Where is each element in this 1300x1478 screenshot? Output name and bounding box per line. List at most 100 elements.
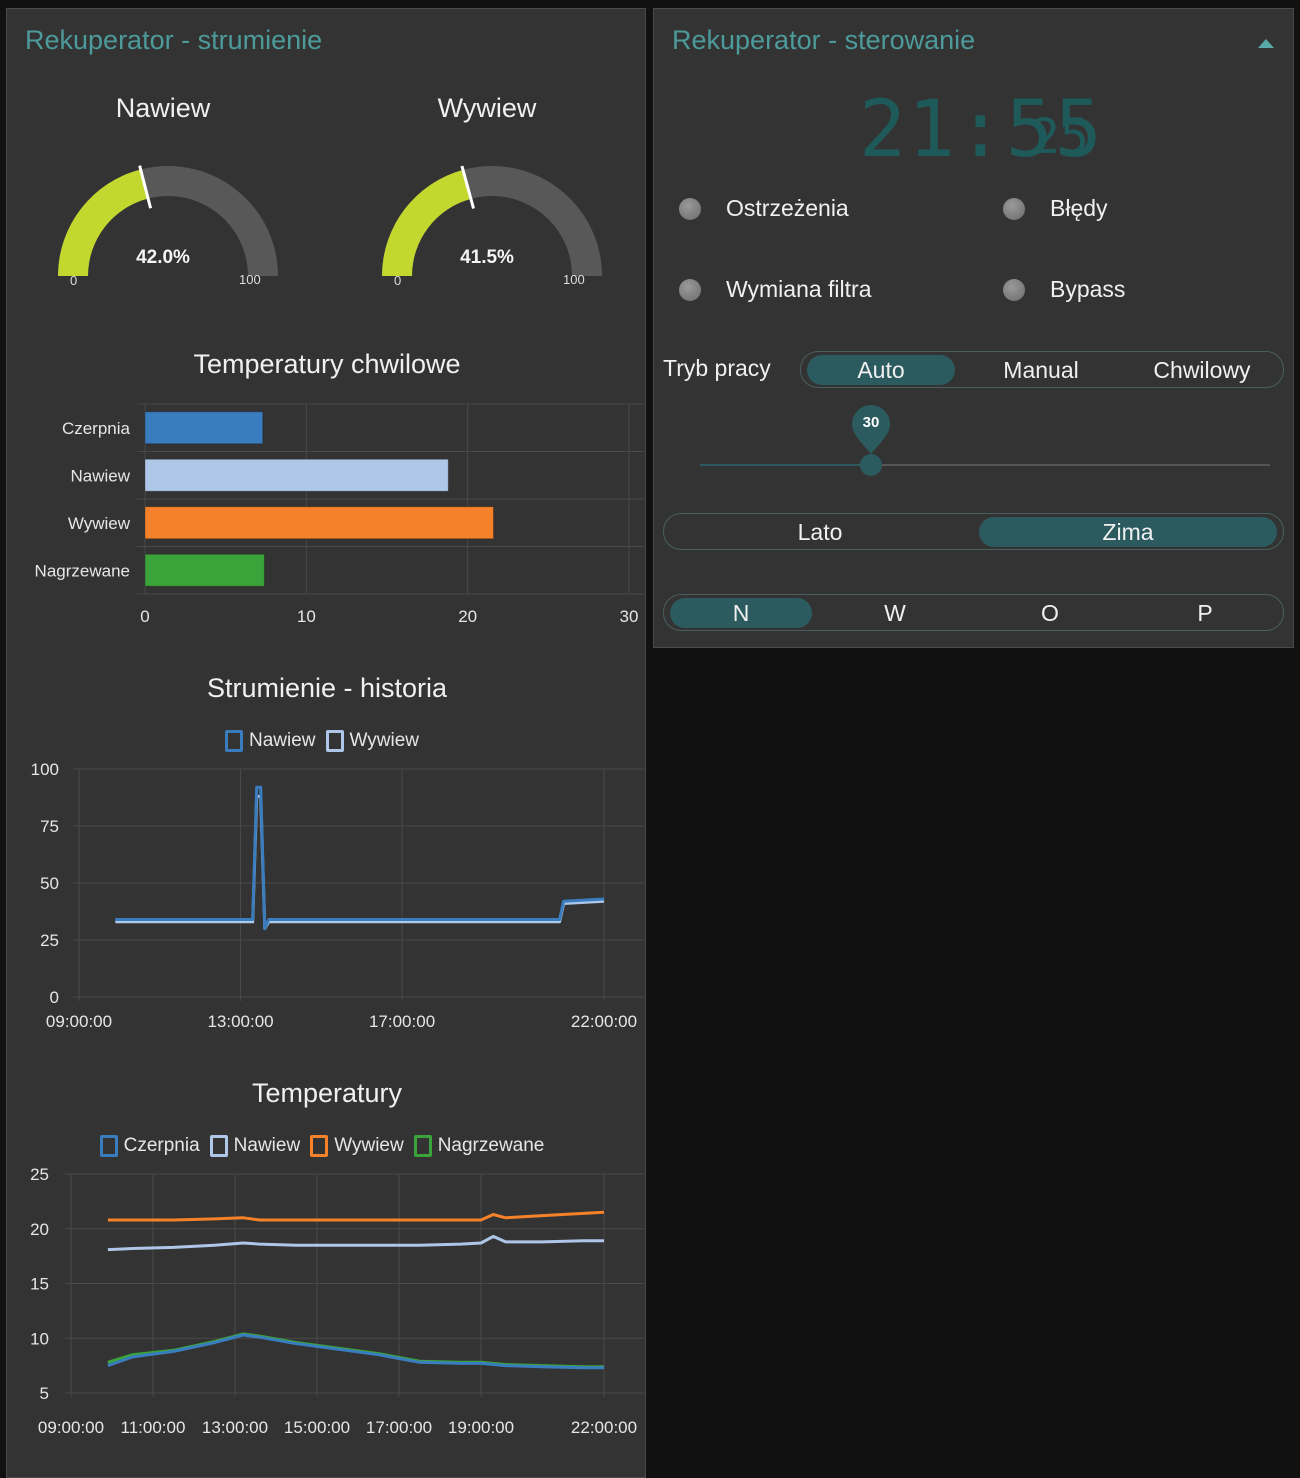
bar	[144, 411, 264, 445]
series-line	[107, 1234, 604, 1252]
panel-title: Rekuperator - strumienie	[25, 25, 323, 55]
slider-handle[interactable]	[860, 454, 882, 476]
history-chart-title: Strumienie - historia	[206, 673, 448, 703]
mode-switch: Auto Manual Chwilowy	[800, 351, 1284, 388]
series-line	[107, 1333, 604, 1370]
y-tick-label: 0	[50, 988, 59, 1007]
x-tick-label: 17:00:00	[369, 1012, 435, 1031]
mode-label: Tryb pracy	[663, 355, 771, 381]
gauge-title: Nawiew	[115, 93, 211, 123]
y-tick-label: 25	[30, 1165, 49, 1184]
gauge-min: 0	[70, 273, 78, 288]
y-tick-label: 25	[40, 931, 59, 950]
legend-swatch	[413, 1135, 432, 1157]
x-tick-label: 22:00:00	[571, 1012, 637, 1031]
led-label-filter: Wymiana filtra	[726, 276, 872, 302]
legend-swatch	[209, 1135, 228, 1157]
led-label-errors: Błędy	[1050, 195, 1108, 221]
y-tick-label: 20	[30, 1220, 49, 1239]
gauge-max: 100	[563, 272, 585, 287]
y-tick-label: 10	[30, 1329, 49, 1348]
slider-value: 30	[862, 414, 880, 431]
legend-swatch	[99, 1135, 118, 1157]
control-panel: Rekuperator - sterowanie 21:55 25 Ostrze…	[653, 8, 1294, 648]
y-tick-label: 75	[40, 817, 59, 836]
legend-item[interactable]: Nawiew	[209, 1135, 301, 1157]
legend-swatch	[310, 1135, 329, 1157]
direction-option-n[interactable]: N	[670, 598, 812, 628]
y-tick-label: 15	[30, 1275, 49, 1294]
bar	[144, 506, 494, 540]
bar	[144, 458, 449, 492]
legend-label: Nawiew	[248, 730, 316, 752]
mode-option-manual[interactable]: Manual	[1003, 357, 1079, 383]
bar-chart-title: Temperatury chwilowe	[193, 349, 461, 379]
category-label: Wywiew	[68, 514, 131, 533]
legend-label: Nawiew	[233, 1135, 301, 1157]
season-switch: Lato Zima	[663, 513, 1284, 550]
category-label: Nagrzewane	[35, 561, 130, 580]
direction-option-p[interactable]: P	[1197, 600, 1213, 626]
history-legend: Nawiew Wywiew	[7, 730, 647, 752]
led-label-warnings: Ostrzeżenia	[726, 195, 849, 221]
legend-label: Nagrzewane	[437, 1135, 545, 1157]
gauge-fill	[382, 169, 471, 276]
x-tick-label: 09:00:00	[46, 1012, 112, 1031]
led-indicator	[679, 198, 701, 220]
gauge-max: 100	[239, 272, 261, 287]
gauge-needle	[460, 165, 475, 209]
legend-label: Wywiew	[334, 1135, 404, 1157]
bar-chart: 0 10 20 30 Czerpnia Nawiew Wywiew Nagrzewane	[35, 403, 644, 626]
category-label: Nawiew	[70, 466, 130, 485]
mode-option-auto[interactable]: Auto	[807, 355, 955, 385]
slider[interactable]: 30	[700, 404, 1270, 484]
clock-hm: 21:55	[859, 85, 1104, 175]
x-tick-label: 15:00:00	[284, 1418, 350, 1437]
streams-panel: Rekuperator - strumienie Nawiew 42.0% 0 …	[6, 8, 646, 1478]
slider-track	[700, 464, 1270, 466]
clock-display: 21:55 25	[859, 79, 1119, 179]
legend-item[interactable]: Czerpnia	[99, 1135, 200, 1157]
slider-fill	[700, 464, 871, 466]
legend-item[interactable]: Wywiew	[325, 730, 419, 752]
led-label-bypass: Bypass	[1050, 276, 1126, 302]
y-tick-label: 50	[40, 874, 59, 893]
x-tick-label: 19:00:00	[448, 1418, 514, 1437]
gauge-dial	[58, 165, 278, 276]
legend-item[interactable]: Wywiew	[310, 1135, 404, 1157]
legend-item[interactable]: Nagrzewane	[413, 1135, 545, 1157]
temp-chart: 25 20 15 10 5 09:00:00 11:00:00 13:00:00 15:00:0…	[30, 1165, 644, 1437]
x-tick-label: 20	[458, 607, 477, 626]
series-line	[115, 785, 605, 931]
direction-option-o[interactable]: O	[1041, 600, 1059, 626]
legend-swatch	[224, 730, 243, 752]
mode-option-chwilowy[interactable]: Chwilowy	[1153, 357, 1251, 383]
y-tick-label: 5	[40, 1384, 49, 1403]
x-tick-label: 13:00:00	[202, 1418, 268, 1437]
x-tick-label: 13:00:00	[207, 1012, 273, 1031]
gauge-title: Wywiew	[437, 93, 537, 123]
gauge-dial	[382, 165, 602, 276]
x-tick-label: 17:00:00	[366, 1418, 432, 1437]
panel-title: Rekuperator - sterowanie	[672, 25, 976, 55]
bar	[144, 553, 265, 587]
legend-item[interactable]: Nawiew	[224, 730, 316, 752]
gauge-value: 41.5%	[460, 247, 514, 268]
temp-legend: Czerpnia Nawiew Wywiew Nagrzewane	[7, 1135, 647, 1157]
gauge-value: 42.0%	[136, 247, 190, 268]
season-option-zima[interactable]: Zima	[979, 517, 1277, 547]
triangle-up-icon[interactable]	[1257, 37, 1275, 49]
x-tick-label: 22:00:00	[571, 1418, 637, 1437]
series-line	[107, 1210, 605, 1222]
gauge-fill	[58, 169, 149, 276]
direction-option-w[interactable]: W	[884, 600, 906, 626]
led-indicator	[1003, 198, 1025, 220]
x-tick-label: 30	[620, 607, 639, 626]
gauge-needle	[138, 165, 153, 209]
x-tick-label: 09:00:00	[38, 1418, 104, 1437]
legend-swatch	[325, 730, 344, 752]
slider-pin	[852, 405, 890, 454]
series-line	[115, 794, 605, 931]
season-option-lato[interactable]: Lato	[797, 519, 843, 545]
x-tick-label: 11:00:00	[121, 1418, 186, 1437]
